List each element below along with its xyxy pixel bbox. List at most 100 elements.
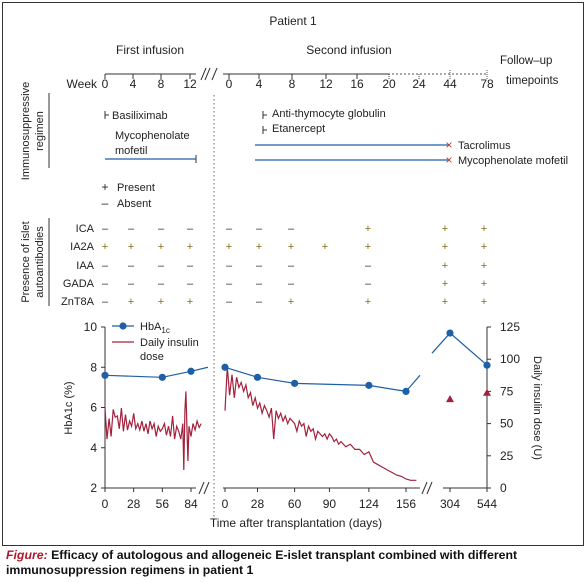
autoantibody-ica-mark-2: – [158,223,165,235]
x-axis-break-4 [426,481,433,495]
autoantibody-ia2a-mark-6: + [288,241,294,253]
hba1c-point-9 [483,361,491,369]
week-ticklabel-first-2: 8 [158,77,165,91]
autoantibody-ica-mark-1: – [128,223,135,235]
right-ytick-label-2: 50 [500,417,514,431]
x-axis-break-2 [203,481,210,495]
legend-insulin-label-2: dose [140,351,164,363]
left-ytick-label-4: 10 [84,320,98,334]
second-infusion-label: Second infusion [306,43,391,57]
right-ytick-label-5: 125 [500,320,520,334]
xtick-label-second-0: 0 [222,497,229,511]
autoantibody-section-label-2: autoantibodies [34,226,46,298]
week-axis-break-3 [211,67,218,81]
week-axis-break-1 [200,67,207,81]
hba1c-point-7 [402,387,410,395]
caption-lead: Figure: [6,548,48,562]
hba1c-point-4 [253,373,262,381]
immuno-section-label-2: regimen [34,111,46,151]
mmf-second-stop: × [445,153,452,167]
autoantibody-iaa-mark-4: – [226,260,233,272]
insulin-line-second [224,366,417,481]
xtick-label-first-2: 56 [156,497,170,511]
autoantibody-ica-mark-9: + [442,223,448,235]
xtick-label-second-5: 156 [396,497,416,511]
week-ticklabel-second-0: 0 [226,77,233,91]
hba1c-point-6 [365,381,373,389]
hba1c-line-first [104,370,192,378]
autoantibody-gada-mark-3: – [187,278,194,290]
autoantibody-ia2a-mark-10: + [481,241,487,253]
xtick-label-first-3: 84 [184,497,198,511]
legend-minus-symbol: – [102,196,109,210]
autoantibody-gada-label: GADA [63,278,95,290]
autoantibody-ica-mark-10: + [481,223,487,235]
autoantibody-section-label-1: Presence of islet [20,221,32,302]
hba1c-point-2 [187,367,195,375]
autoantibody-ia2a-mark-2: + [158,241,164,253]
autoantibody-ica-mark-6: – [288,223,295,235]
autoantibody-znt8a-mark-5: – [256,296,263,308]
hba1c-point-8 [446,329,454,337]
hba1c-break-connector-3 [431,332,451,354]
autoantibody-iaa-mark-8: – [365,260,372,272]
autoantibody-iaa-mark-10: + [481,260,487,272]
followup-label-line2: timepoints [506,75,559,87]
left-ytick-label-3: 8 [90,360,97,374]
mmf-first-label-1: Mycophenolate [115,130,190,142]
insulin-followup-marker-1 [483,388,491,396]
autoantibody-ia2a-label: IA2A [70,241,95,253]
autoantibody-ia2a-mark-4: + [226,241,232,253]
hba1c-point-1 [158,373,166,381]
autoantibody-iaa-mark-5: – [256,260,263,272]
insulin-followup-marker-0 [446,395,454,403]
autoantibody-ica-mark-0: – [102,223,109,235]
autoantibody-iaa-label: IAA [76,260,94,272]
hba1c-point-3 [221,363,229,371]
autoantibody-gada-mark-1: – [128,278,135,290]
autoantibody-znt8a-mark-8: + [365,296,371,308]
x-axis-break-3 [421,481,428,495]
left-ytick-label-1: 4 [90,441,97,455]
first-infusion-label: First infusion [116,43,184,57]
autoantibody-ia2a-mark-1: + [128,241,134,253]
week-axis-break-2 [204,67,211,81]
week-ticklabel-second-1: 4 [256,77,263,91]
week-ticklabel-first-3: 12 [183,77,197,91]
legend-plus-symbol: + [101,180,108,194]
left-ytick-label-0: 2 [90,481,97,495]
autoantibody-ia2a-mark-9: + [442,241,448,253]
patient-title: Patient 1 [269,14,317,28]
x-axis-title: Time after transplantation (days) [210,516,382,530]
right-ytick-label-4: 100 [500,352,520,366]
autoantibody-iaa-mark-9: + [442,260,448,272]
autoantibody-ia2a-mark-0: + [102,241,108,253]
etanercept-label: Etanercept [272,123,325,135]
xtick-label-second-3: 90 [323,497,337,511]
xtick-label-first-1: 28 [127,497,141,511]
autoantibody-znt8a-mark-4: – [226,296,233,308]
right-ytick-label-0: 0 [500,481,507,495]
legend-absent-label: Absent [117,198,151,210]
left-y-axis-title: HbA1c (%) [63,381,75,434]
hba1c-line-followup [449,332,488,366]
xtick-label-first-0: 0 [102,497,109,511]
week-axis-label: Week [67,77,98,91]
autoantibody-gada-mark-5: – [256,278,263,290]
autoantibody-iaa-mark-6: – [288,260,295,272]
figure-canvas: Patient 1 First infusion Second infusion Fo… [20,14,568,530]
autoantibody-iaa-mark-0: – [102,260,109,272]
autoantibody-znt8a-mark-2: + [158,296,164,308]
autoantibody-znt8a-mark-10: + [481,296,487,308]
hba1c-line-second [224,366,407,392]
followup-label-line1: Follow–up [500,55,552,67]
autoantibody-iaa-mark-1: – [128,260,135,272]
autoantibody-gada-mark-4: – [226,278,233,290]
insulin-line-first [104,391,202,471]
autoantibody-znt8a-mark-1: + [128,296,134,308]
autoantibody-ia2a-mark-5: + [256,241,262,253]
autoantibody-gada-mark-0: – [102,278,109,290]
right-y-axis-title: Daily insulin dose (U) [531,356,543,460]
autoantibody-gada-mark-9: + [442,278,448,290]
left-ytick-label-2: 6 [90,401,97,415]
